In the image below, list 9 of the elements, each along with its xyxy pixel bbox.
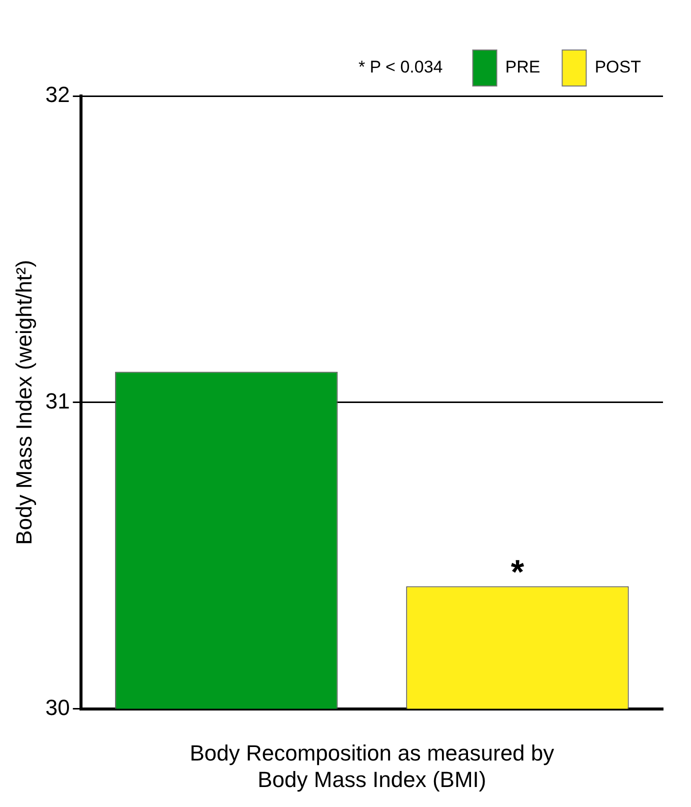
legend-label: POST bbox=[594, 58, 642, 77]
legend-label: PRE bbox=[505, 58, 540, 77]
y-tick-label: 32 bbox=[45, 82, 70, 108]
y-tick-label: 31 bbox=[45, 388, 70, 414]
y-tick-label: 30 bbox=[45, 694, 70, 720]
x-axis-title: Body Recomposition as measured by Body Mass Index (BMI) bbox=[190, 740, 554, 792]
y-axis-title: Body Mass Index (weight/ht²) bbox=[11, 260, 36, 545]
annotation: * bbox=[510, 554, 525, 592]
text: * P < 0.034 bbox=[358, 58, 443, 77]
